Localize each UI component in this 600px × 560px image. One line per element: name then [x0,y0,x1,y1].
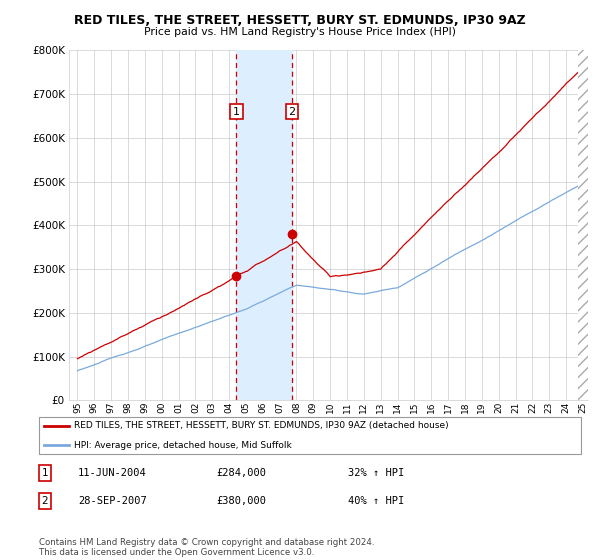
Text: 1: 1 [233,106,240,116]
Text: 11-JUN-2004: 11-JUN-2004 [78,468,147,478]
FancyBboxPatch shape [39,417,581,454]
Text: Contains HM Land Registry data © Crown copyright and database right 2024.
This d: Contains HM Land Registry data © Crown c… [39,538,374,557]
Text: 40% ↑ HPI: 40% ↑ HPI [348,496,404,506]
Text: 1: 1 [41,468,49,478]
Text: £380,000: £380,000 [216,496,266,506]
Text: 2: 2 [41,496,49,506]
Text: HPI: Average price, detached house, Mid Suffolk: HPI: Average price, detached house, Mid … [74,441,292,450]
Text: Price paid vs. HM Land Registry's House Price Index (HPI): Price paid vs. HM Land Registry's House … [144,27,456,37]
Text: 32% ↑ HPI: 32% ↑ HPI [348,468,404,478]
Text: RED TILES, THE STREET, HESSETT, BURY ST. EDMUNDS, IP30 9AZ (detached house): RED TILES, THE STREET, HESSETT, BURY ST.… [74,421,449,430]
Text: RED TILES, THE STREET, HESSETT, BURY ST. EDMUNDS, IP30 9AZ: RED TILES, THE STREET, HESSETT, BURY ST.… [74,14,526,27]
Bar [236,50,292,400]
Text: £284,000: £284,000 [216,468,266,478]
Text: 2: 2 [289,106,296,116]
Text: 28-SEP-2007: 28-SEP-2007 [78,496,147,506]
